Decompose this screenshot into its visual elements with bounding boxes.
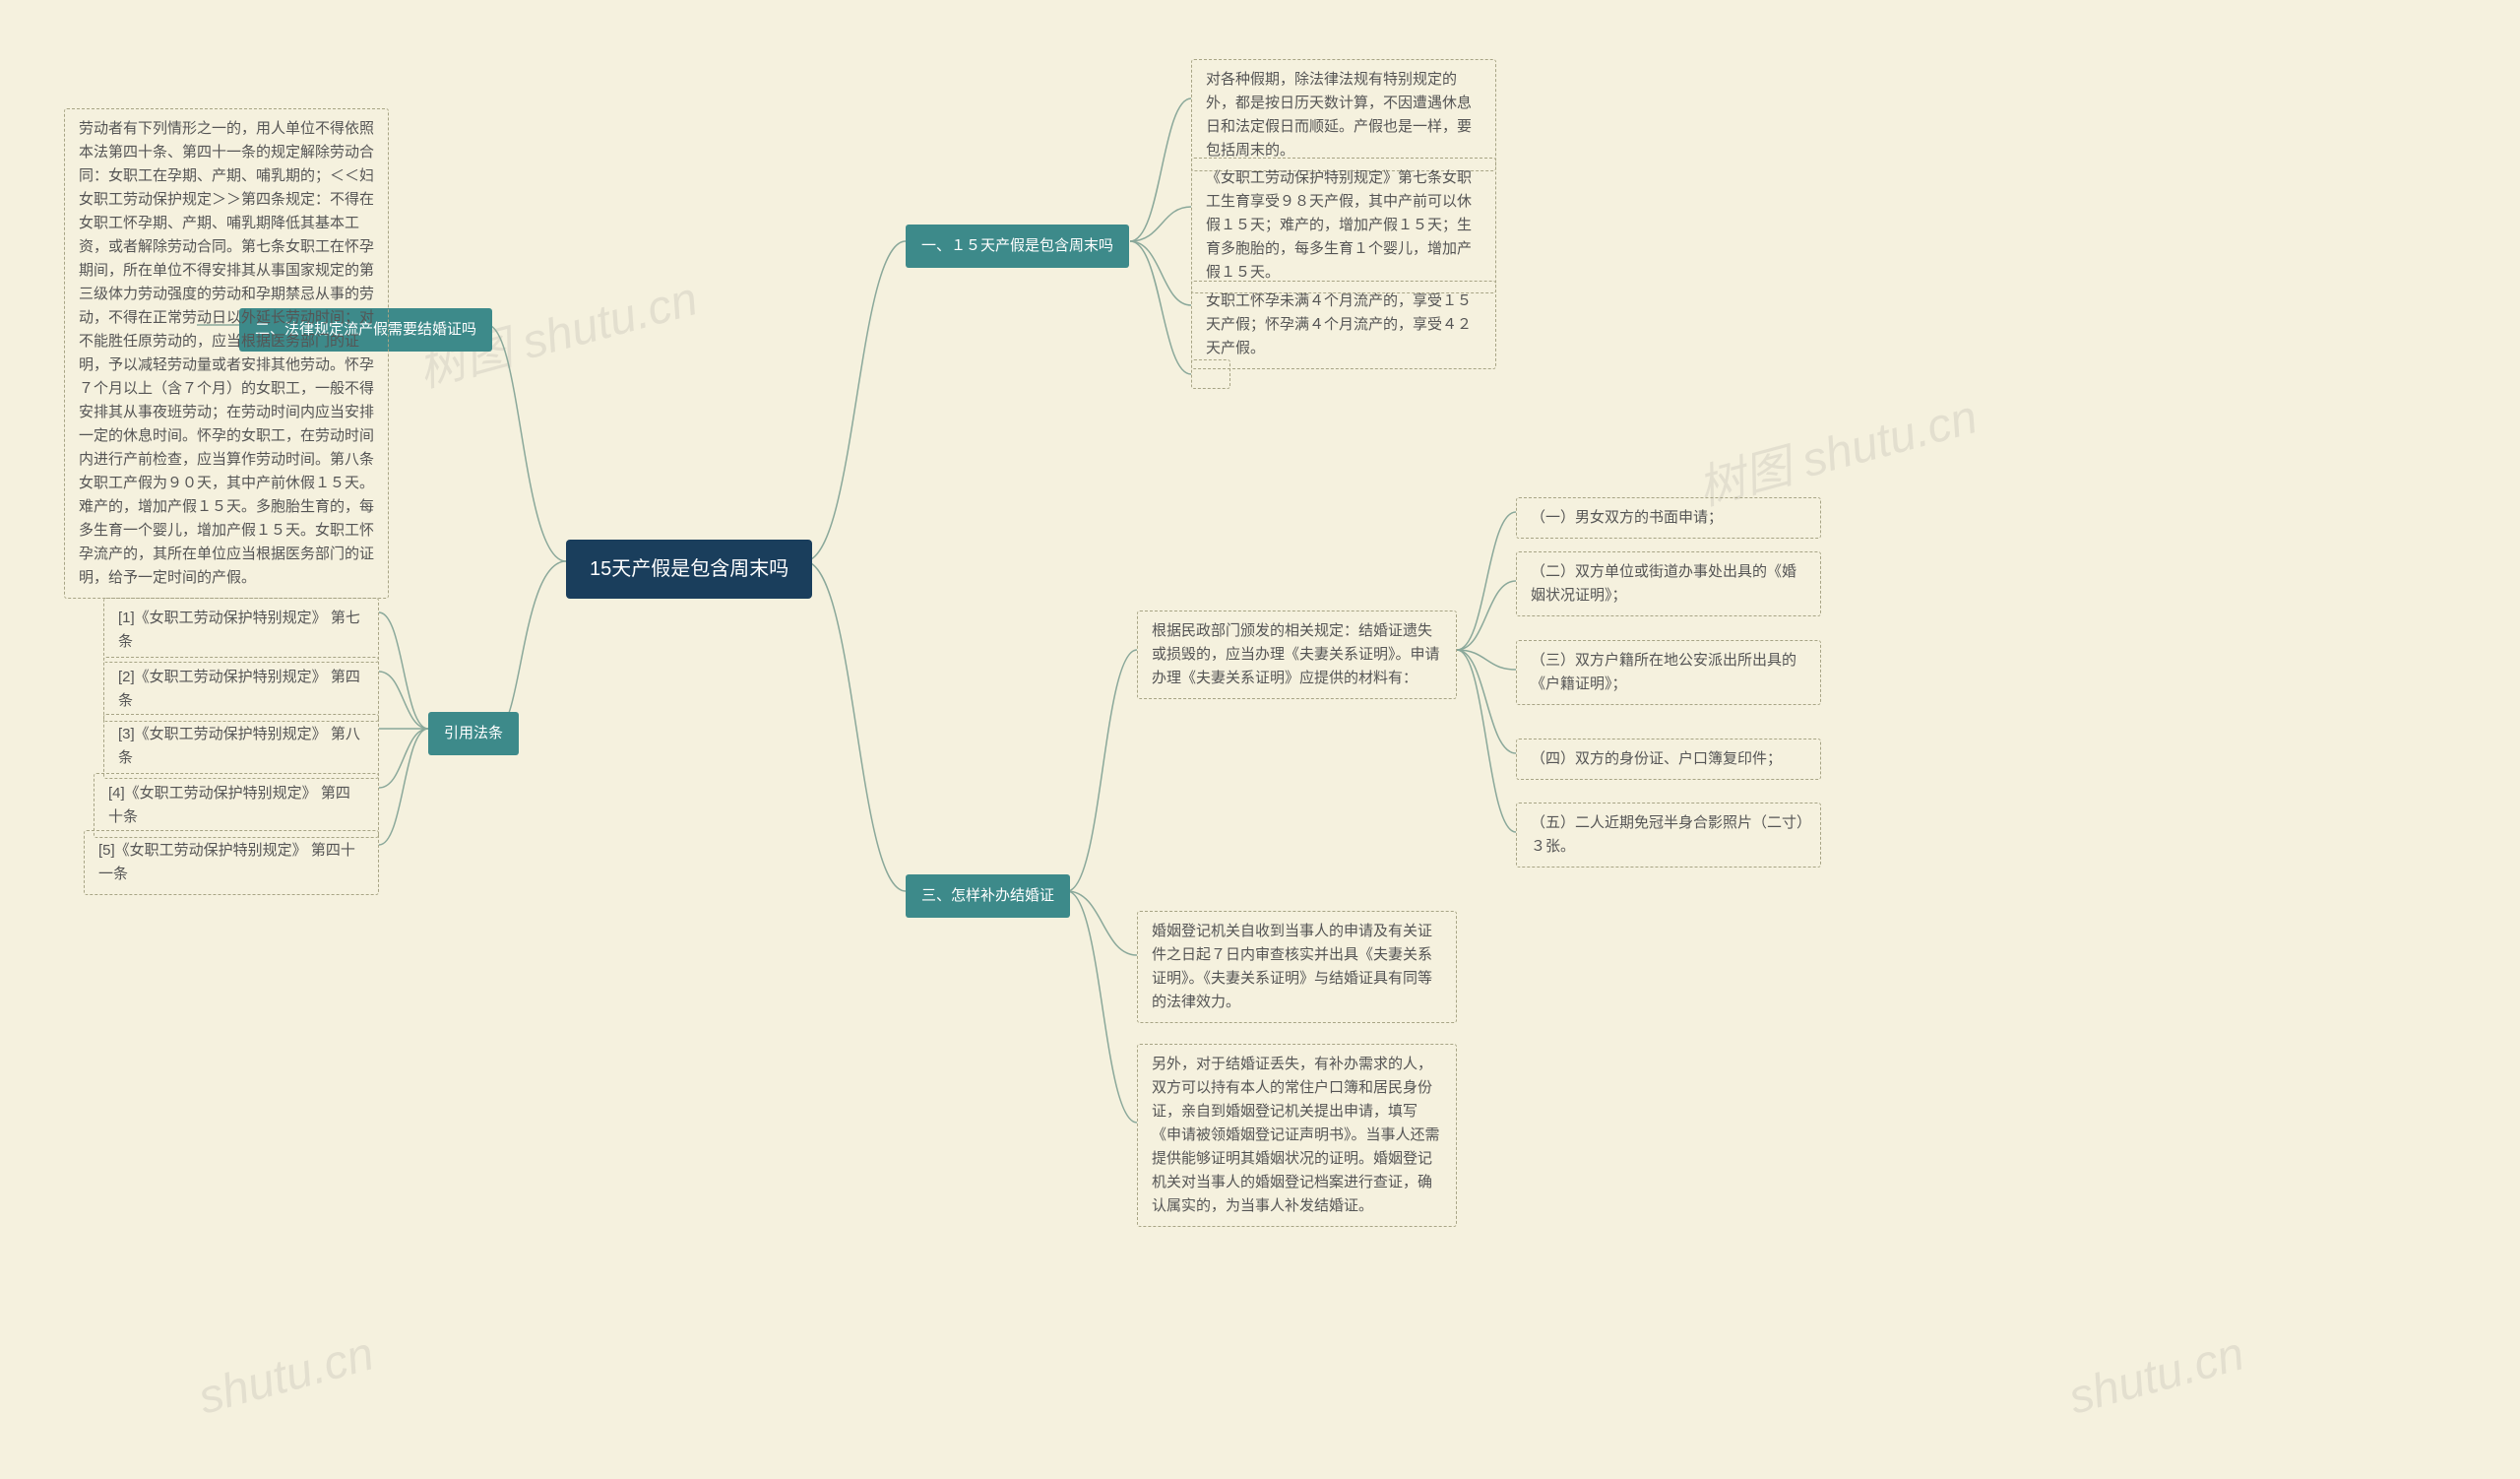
leaf-b4-3: [3]《女职工劳动保护特别规定》 第八条 [103,714,379,779]
leaf-b3-1-2: （二）双方单位或街道办事处出具的《婚姻状况证明》； [1516,551,1821,616]
leaf-b4-5: [5]《女职工劳动保护特别规定》 第四十一条 [84,830,379,895]
leaf-b4-1: [1]《女职工劳动保护特别规定》 第七条 [103,598,379,663]
leaf-b3-1: 根据民政部门颁发的相关规定：结婚证遗失或损毁的，应当办理《夫妻关系证明》。申请办… [1137,611,1457,699]
branch-4: 引用法条 [428,712,519,755]
root-node: 15天产假是包含周末吗 [566,540,812,599]
branch-1: 一、１５天产假是包含周末吗 [906,225,1129,268]
leaf-b3-3: 另外，对于结婚证丢失，有补办需求的人，双方可以持有本人的常住户口簿和居民身份证，… [1137,1044,1457,1227]
leaf-b2-1: 劳动者有下列情形之一的，用人单位不得依照本法第四十条、第四十一条的规定解除劳动合… [64,108,389,599]
watermark: shutu.cn [2063,1326,2250,1425]
leaf-b1-2: 《女职工劳动保护特别规定》第七条女职工生育享受９８天产假，其中产前可以休假１５天… [1191,158,1496,293]
leaf-b1-1: 对各种假期，除法律法规有特别规定的外，都是按日历天数计算，不因遭遇休息日和法定假… [1191,59,1496,171]
leaf-b4-2: [2]《女职工劳动保护特别规定》 第四条 [103,657,379,722]
leaf-b3-2: 婚姻登记机关自收到当事人的申请及有关证件之日起７日内审查核实并出具《夫妻关系证明… [1137,911,1457,1023]
leaf-b4-4: [4]《女职工劳动保护特别规定》 第四十条 [94,773,379,838]
leaf-b1-4 [1191,359,1230,389]
leaf-b1-3: 女职工怀孕未满４个月流产的，享受１５天产假；怀孕满４个月流产的，享受４２天产假。 [1191,281,1496,369]
leaf-b3-1-1: （一）男女双方的书面申请； [1516,497,1821,539]
leaf-b3-1-5: （五）二人近期免冠半身合影照片（二寸）３张。 [1516,803,1821,868]
watermark: shutu.cn [193,1326,380,1425]
leaf-b3-1-3: （三）双方户籍所在地公安派出所出具的《户籍证明》； [1516,640,1821,705]
leaf-b3-1-4: （四）双方的身份证、户口簿复印件； [1516,739,1821,780]
branch-3: 三、怎样补办结婚证 [906,874,1070,918]
